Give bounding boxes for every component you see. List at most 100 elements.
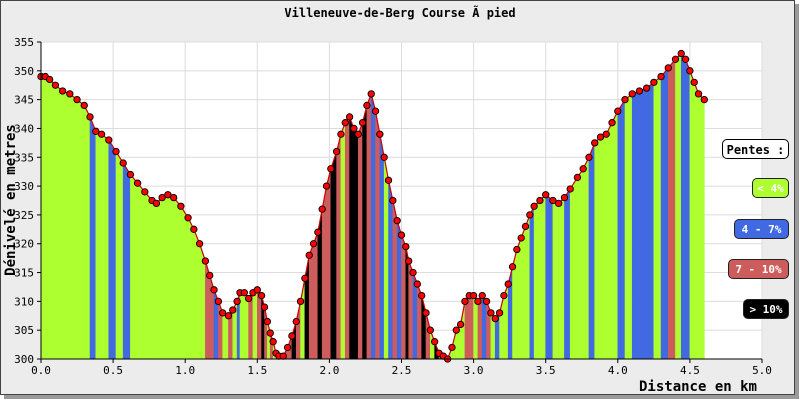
- slope-segment: [689, 70, 695, 360]
- elevation-point: [184, 214, 192, 222]
- slope-segment: [525, 214, 531, 360]
- slope-segment: [156, 196, 163, 360]
- elevation-point: [405, 257, 413, 265]
- slope-segment: [617, 98, 626, 360]
- slope-segment: [468, 295, 474, 360]
- elevation-point: [51, 81, 60, 89]
- elevation-point: [456, 320, 465, 329]
- elevation-point: [240, 289, 248, 297]
- elevation-point: [201, 257, 210, 265]
- elevation-point: [393, 217, 401, 225]
- slope-segment: [115, 150, 124, 360]
- slope-segment: [122, 161, 131, 360]
- elevation-point: [591, 139, 599, 147]
- elevation-point: [478, 291, 486, 300]
- slope-segment: [344, 116, 350, 360]
- elevation-point: [614, 107, 622, 115]
- slope-segment: [401, 234, 407, 360]
- y-tick-labels: 300 305 310 315 320 325 330 335 340 345 350 355: [14, 36, 41, 366]
- elevation-point: [337, 130, 345, 138]
- slope-segment: [564, 187, 571, 360]
- elevation-point: [354, 130, 362, 138]
- slope-segment: [685, 59, 691, 360]
- elevation-point: [671, 55, 680, 63]
- elevation-point: [513, 245, 521, 254]
- elevation-point: [566, 185, 574, 193]
- elevation-point: [332, 147, 341, 156]
- x-tick-label: 5.0: [752, 364, 772, 377]
- slope-segment: [180, 205, 189, 360]
- elevation-point: [92, 127, 100, 135]
- slope-segment: [477, 294, 483, 360]
- elevation-point: [210, 286, 218, 294]
- elevation-point: [573, 173, 582, 182]
- slope-segment: [193, 229, 200, 360]
- x-tick-labels: 0.0 0.5 1.0 1.5 2.0 2.5 3.0 3.5 4.0 4.5 5.0: [31, 359, 772, 377]
- elevation-point: [97, 130, 106, 138]
- elevation-point: [376, 130, 384, 138]
- elevation-point: [596, 133, 605, 141]
- y-tick-label: 310: [14, 295, 34, 308]
- elevation-point: [694, 90, 703, 98]
- slope-segment: [137, 182, 146, 360]
- y-tick-label: 345: [14, 94, 34, 107]
- elevation-point: [371, 107, 380, 115]
- elevation-point: [491, 315, 499, 323]
- elevation-point: [263, 317, 272, 326]
- elevation-point: [700, 95, 708, 104]
- y-tick-label: 335: [14, 151, 34, 164]
- elevation-point: [549, 196, 557, 205]
- elevation-point: [681, 55, 690, 63]
- slope-segment: [379, 134, 385, 360]
- elevation-point: [257, 291, 266, 300]
- elevation-point: [206, 271, 214, 280]
- slope-segment: [520, 226, 526, 360]
- elevation-point: [126, 170, 135, 179]
- slope-segment: [252, 289, 258, 360]
- elevation-point: [314, 228, 322, 236]
- elevation-point: [536, 196, 544, 205]
- elevation-point: [418, 291, 426, 300]
- slope-segment: [256, 288, 262, 360]
- elevation-point: [219, 309, 227, 317]
- slope-segment: [95, 130, 102, 360]
- slope-segment: [144, 191, 153, 360]
- elevation-point: [279, 352, 287, 360]
- elevation-point: [367, 90, 375, 98]
- elevation-point: [80, 101, 88, 110]
- elevation-point: [560, 193, 569, 202]
- elevation-point: [158, 193, 166, 202]
- slope-segment: [349, 116, 355, 360]
- slope-segment: [45, 76, 50, 360]
- elevation-point: [224, 312, 233, 320]
- slope-segment: [558, 196, 565, 360]
- y-tick-label: 300: [14, 353, 34, 366]
- elevation-point: [363, 101, 371, 110]
- slope-segment: [222, 312, 229, 360]
- slope-segment: [130, 173, 138, 360]
- y-tick-label: 325: [14, 209, 34, 222]
- y-tick-label: 350: [14, 65, 34, 78]
- elevation-point: [269, 338, 277, 346]
- slope-segment: [101, 133, 110, 360]
- elevation-point: [621, 95, 629, 104]
- slope-segment: [151, 199, 157, 360]
- slope-segment: [569, 176, 578, 360]
- elevation-point: [413, 280, 422, 288]
- elevation-point: [292, 317, 300, 326]
- elevation-point: [402, 242, 410, 251]
- slope-segment: [370, 93, 376, 360]
- slope-segment: [353, 127, 359, 360]
- elevation-point: [608, 119, 616, 127]
- elevation-point: [431, 338, 439, 346]
- slope-segment: [611, 111, 619, 360]
- x-tick-label: 1.5: [247, 364, 267, 377]
- slope-segment: [89, 116, 97, 360]
- slope-segment: [600, 133, 607, 360]
- slope-segment: [366, 93, 372, 360]
- elevation-point: [233, 297, 241, 306]
- slope-segment: [473, 294, 479, 360]
- elevation-point: [112, 147, 120, 156]
- slope-segment: [577, 167, 584, 360]
